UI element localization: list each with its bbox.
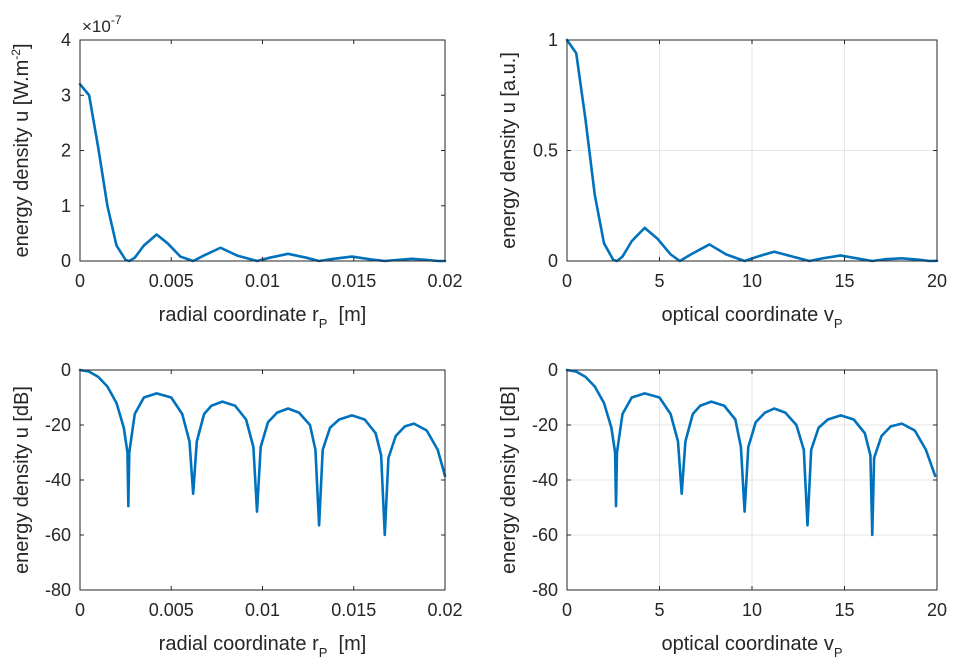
chart-panel-1: 0 0.005 0.01 0.015 0.02 0 1 2 3 4 ×10-7 radial coor… bbox=[9, 13, 463, 331]
x-axis-title: radial coordinate rP [m] bbox=[159, 304, 367, 331]
x-tick-label: 0 bbox=[75, 600, 85, 620]
x-tick-label: 0.005 bbox=[149, 600, 194, 620]
x-axis-title-subscript: P bbox=[319, 645, 328, 660]
x-axis-title: optical coordinate vP bbox=[662, 633, 843, 660]
x-axis-title-subscript: P bbox=[834, 316, 843, 331]
y-tick-label: -80 bbox=[45, 580, 71, 600]
x-tick-label: 0.005 bbox=[149, 271, 194, 291]
y-tick-label: 0.5 bbox=[533, 141, 558, 161]
y-tick-label: 0 bbox=[61, 360, 71, 380]
x-tick-label: 5 bbox=[654, 600, 664, 620]
x-tick-label: 0.01 bbox=[245, 271, 280, 291]
x-axis-title-unit: [m] bbox=[327, 633, 366, 655]
y-tick-label: -60 bbox=[532, 525, 558, 545]
plot-area bbox=[80, 370, 445, 590]
x-tick-label: 10 bbox=[742, 600, 762, 620]
y-axis-title: energy density u [a.u.] bbox=[498, 52, 520, 249]
y-axis-title-text: energy density u [dB] bbox=[11, 386, 33, 574]
x-axis-title-unit: [m] bbox=[327, 304, 366, 326]
x-tick-label: 15 bbox=[834, 600, 854, 620]
y-tick-label: -60 bbox=[45, 525, 71, 545]
x-axis-title: radial coordinate rP [m] bbox=[159, 633, 367, 660]
x-axis-title-text: optical coordinate v bbox=[662, 633, 834, 655]
chart-panel-3: 0 0.005 0.01 0.015 0.02 -80 -60 -40 -20 0 radial c… bbox=[11, 360, 463, 660]
exponent-power: -7 bbox=[111, 13, 122, 27]
y-tick-label: 0 bbox=[61, 251, 71, 271]
x-axis-title-text: optical coordinate v bbox=[662, 304, 834, 326]
y-axis-title-text: energy density u [W.m bbox=[11, 60, 33, 258]
y-tick-label: -20 bbox=[45, 415, 71, 435]
x-tick-label: 5 bbox=[654, 271, 664, 291]
exponent-base: ×10 bbox=[82, 17, 111, 36]
x-tick-label: 0.02 bbox=[427, 271, 462, 291]
y-axis-title: energy density u [dB] bbox=[11, 386, 33, 574]
x-axis-title: optical coordinate vP bbox=[662, 304, 843, 331]
x-tick-label: 0.02 bbox=[427, 600, 462, 620]
y-tick-label: 4 bbox=[61, 30, 71, 50]
x-axis-title-text: radial coordinate r bbox=[159, 633, 319, 655]
x-tick-label: 0 bbox=[562, 600, 572, 620]
y-axis-title-text: energy density u [a.u.] bbox=[498, 52, 520, 249]
y-axis-title-close: ] bbox=[11, 43, 33, 49]
x-axis-title-text: radial coordinate r bbox=[159, 304, 319, 326]
y-tick-label: 0 bbox=[548, 360, 558, 380]
y-tick-label: 3 bbox=[61, 85, 71, 105]
x-tick-label: 20 bbox=[927, 271, 947, 291]
y-tick-label: -20 bbox=[532, 415, 558, 435]
x-tick-label: 20 bbox=[927, 600, 947, 620]
y-tick-label: 1 bbox=[548, 30, 558, 50]
x-tick-label: 0 bbox=[75, 271, 85, 291]
x-tick-label: 15 bbox=[834, 271, 854, 291]
x-axis-title-subscript: P bbox=[319, 316, 328, 331]
x-tick-label: 0.01 bbox=[245, 600, 280, 620]
y-tick-label: 2 bbox=[61, 141, 71, 161]
chart-panel-4: 0 5 10 15 20 -80 -60 -40 -20 0 optical coordinate … bbox=[498, 360, 947, 660]
y-tick-label: -40 bbox=[45, 470, 71, 490]
y-tick-label: 1 bbox=[61, 196, 71, 216]
y-tick-label: -40 bbox=[532, 470, 558, 490]
x-axis-title-subscript: P bbox=[834, 645, 843, 660]
y-axis-title-text: energy density u [dB] bbox=[498, 386, 520, 574]
y-axis-title: energy density u [dB] bbox=[498, 386, 520, 574]
x-tick-label: 0.015 bbox=[331, 600, 376, 620]
y-tick-label: 0 bbox=[548, 251, 558, 271]
x-tick-label: 10 bbox=[742, 271, 762, 291]
x-tick-label: 0 bbox=[562, 271, 572, 291]
plot-area bbox=[80, 40, 445, 261]
series-line bbox=[565, 368, 937, 537]
series-line bbox=[78, 368, 447, 537]
y-axis-title-superscript: -2 bbox=[9, 49, 23, 60]
y-tick-label: -80 bbox=[532, 580, 558, 600]
x-tick-label: 0.015 bbox=[331, 271, 376, 291]
y-exponent-label: ×10-7 bbox=[82, 13, 122, 36]
y-axis-title: energy density u [W.m-2] bbox=[9, 43, 33, 257]
